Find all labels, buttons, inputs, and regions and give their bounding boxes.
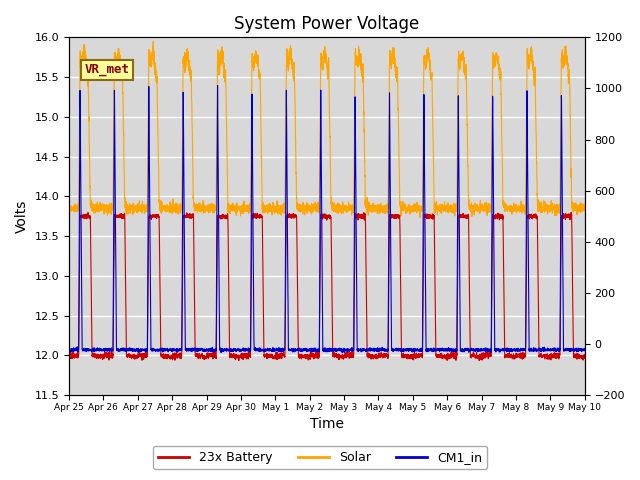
Legend: 23x Battery, Solar, CM1_in: 23x Battery, Solar, CM1_in (153, 446, 487, 469)
X-axis label: Time: Time (310, 418, 344, 432)
Text: VR_met: VR_met (84, 63, 129, 76)
Title: System Power Voltage: System Power Voltage (234, 15, 420, 33)
Y-axis label: Volts: Volts (15, 200, 29, 233)
